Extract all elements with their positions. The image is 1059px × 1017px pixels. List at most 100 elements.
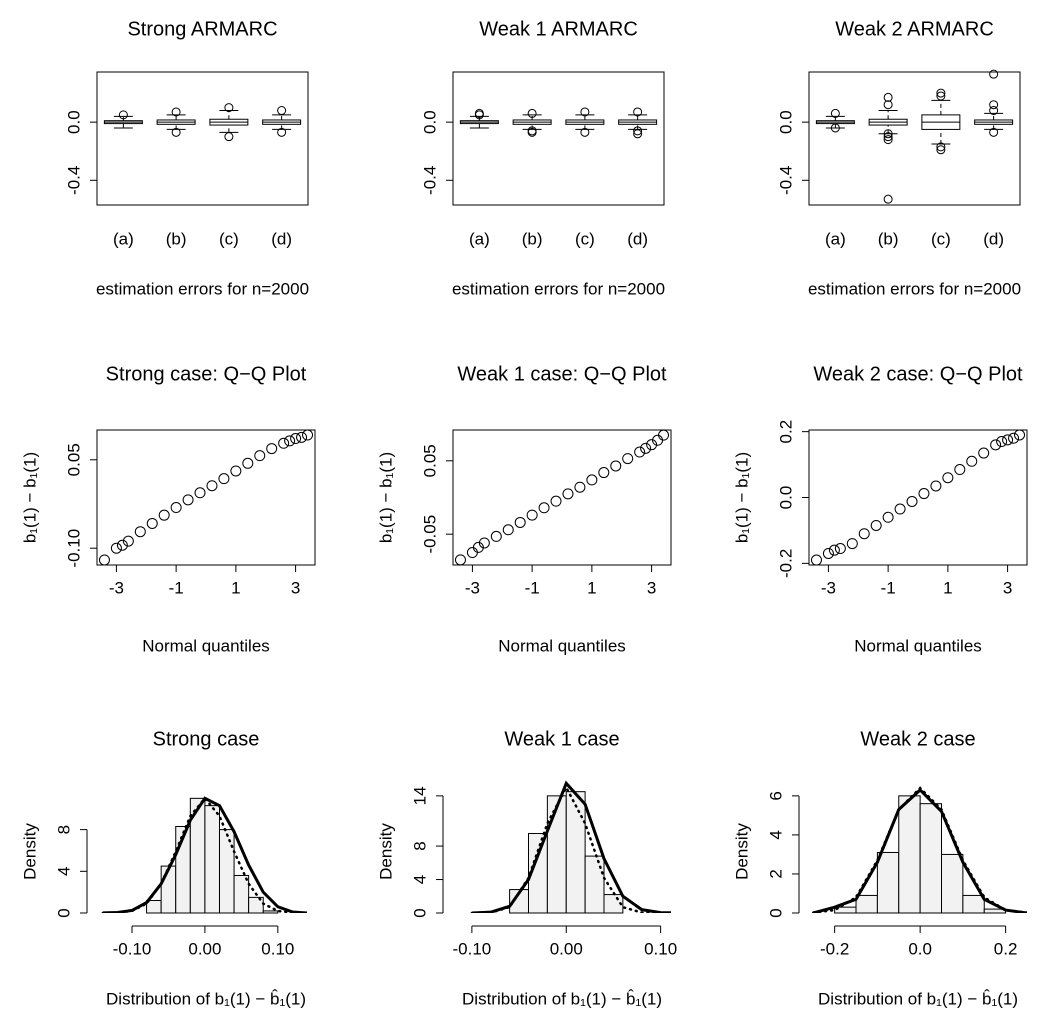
qq-point (550, 495, 562, 507)
x-tick-label: -0.2 (820, 939, 849, 958)
outlier (277, 127, 287, 137)
qq-point (562, 488, 574, 500)
outlier (277, 106, 287, 116)
panel-title: Strong case: Q−Q Plot (106, 363, 307, 385)
y-tick-label: -0.4 (64, 166, 83, 195)
outlier (883, 132, 893, 142)
y-tick-label: 8 (54, 825, 73, 834)
outlier (936, 88, 946, 98)
qq-point (996, 436, 1008, 448)
hist-bar (248, 896, 264, 914)
x-axis-label: Distribution of b₁(1) − b̂₁(1) (462, 989, 662, 1009)
x-axis-label: estimation errors for n=2000 (808, 279, 1021, 298)
x-tick-label: 1 (943, 578, 952, 597)
x-tick-label: 0.10 (261, 939, 294, 958)
qq-point (990, 439, 1002, 451)
outlier (989, 100, 999, 110)
panel-title: Strong case (153, 728, 260, 750)
x-tick-label: 0.10 (644, 939, 677, 958)
outlier (830, 108, 840, 118)
qq-point (834, 543, 846, 555)
qq-point (110, 542, 122, 554)
hist-bar (204, 805, 220, 914)
outlier (883, 92, 893, 102)
qq-point (514, 516, 526, 528)
qq-point (454, 554, 466, 566)
qq-point (242, 457, 254, 469)
outlier (936, 91, 946, 101)
x-tick-label: 0.00 (188, 939, 221, 958)
y-tick-label: 0 (54, 908, 73, 917)
x-tick-label: (a) (825, 229, 846, 248)
qq-point (1008, 432, 1020, 444)
density-curve (101, 796, 309, 913)
outlier (989, 127, 999, 137)
qq-point (1002, 434, 1014, 446)
panel-title: Weak 1 case: Q−Q Plot (457, 363, 667, 385)
qq-point (290, 433, 302, 445)
qq-point (646, 439, 658, 451)
qq-point (254, 450, 266, 462)
x-tick-label: -1 (525, 578, 540, 597)
qq-point (230, 465, 242, 477)
qq-point (870, 519, 882, 531)
qq-point (822, 547, 834, 559)
qq-point (472, 541, 484, 553)
qq-point (146, 517, 158, 529)
x-tick-label: (d) (271, 229, 292, 248)
plot-frame (808, 429, 1028, 566)
x-axis-label: Distribution of b₁(1) − b̂₁(1) (818, 989, 1018, 1009)
x-tick-label: (c) (575, 229, 595, 248)
y-tick-label: 4 (766, 830, 785, 839)
y-tick-label: 4 (410, 875, 429, 884)
panel-title: Weak 2 case (860, 728, 975, 750)
hist-bar (876, 851, 900, 914)
plot-frame (96, 429, 316, 566)
outlier (633, 129, 643, 139)
x-tick-label: (d) (627, 229, 648, 248)
outlier (224, 103, 234, 113)
x-tick-label: 0.0 (908, 939, 932, 958)
qq-point (942, 472, 954, 484)
x-tick-label: 3 (647, 578, 656, 597)
outlier (633, 107, 643, 117)
qq-point (658, 429, 670, 441)
y-tick-label: 4 (54, 867, 73, 876)
qq-point (966, 455, 978, 467)
outlier (474, 110, 484, 120)
qq-point (278, 437, 290, 449)
qq-point (930, 480, 942, 492)
hist-bar (941, 853, 964, 914)
qq-point (170, 502, 182, 514)
panel: Weak 2 ARMARC estimation errors for n=200… (776, 18, 1021, 298)
y-tick-label: 0.0 (776, 110, 795, 134)
x-tick-label: 0.2 (994, 939, 1018, 958)
plot-frame (808, 71, 1021, 206)
qq-point (466, 547, 478, 559)
x-tick-label: -1 (169, 578, 184, 597)
y-tick-label: 14 (410, 786, 429, 805)
outlier (224, 132, 234, 142)
qq-point (622, 453, 634, 465)
outlier (936, 142, 946, 152)
outlier (580, 127, 590, 137)
y-tick-label: -0.4 (776, 166, 795, 195)
y-axis-label: b₁(1) − b₁(1) (732, 452, 751, 543)
qq-point (610, 460, 622, 472)
hist-bar (160, 865, 177, 914)
plot-frame (96, 71, 309, 206)
outlier (118, 110, 128, 120)
x-tick-label: -3 (465, 578, 480, 597)
x-tick-label: 1 (231, 578, 240, 597)
panel: Strong case Distribution of b₁(1) − b̂₁(1… (20, 728, 309, 1008)
outlier (171, 127, 181, 137)
y-tick-label: 0.0 (64, 110, 83, 134)
y-tick-label: 0 (410, 908, 429, 917)
qq-point (640, 442, 652, 454)
qq-point (598, 467, 610, 479)
outlier (883, 129, 893, 139)
qq-point (158, 509, 170, 521)
y-axis-label: b₁(1) − b₁(1) (376, 452, 395, 543)
y-tick-label: 0.05 (420, 444, 439, 477)
qq-point (182, 494, 194, 506)
